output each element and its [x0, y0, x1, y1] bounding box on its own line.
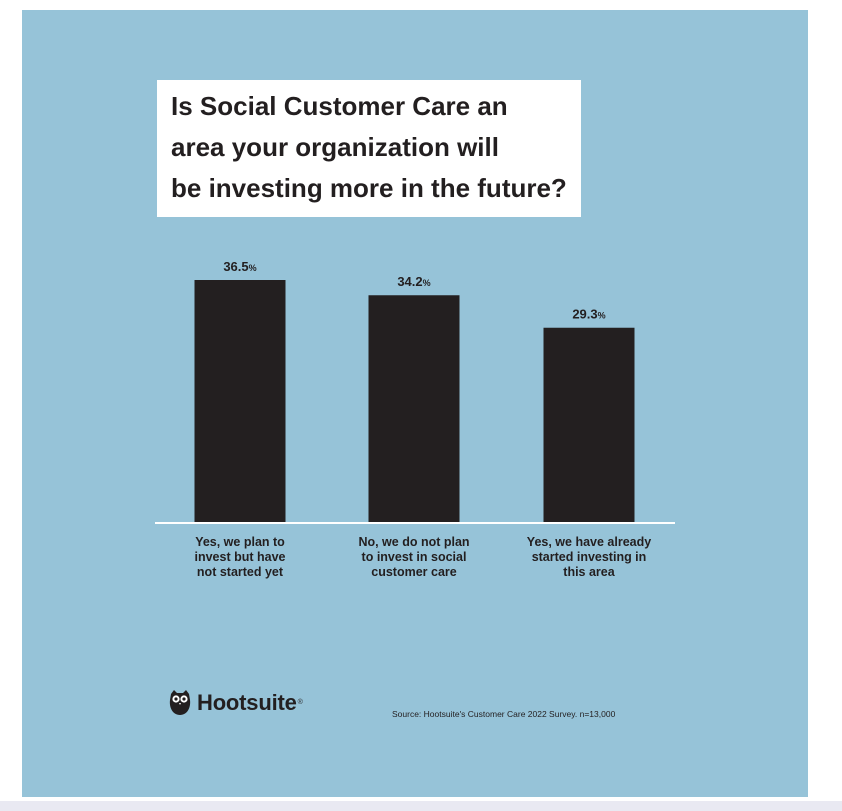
bar-3: [543, 327, 635, 522]
category-label-line: started investing in: [531, 550, 647, 564]
bar-1: [194, 280, 286, 522]
logo-registered-mark: ®: [297, 698, 303, 706]
hootsuite-logo: Hootsuite ®: [168, 690, 303, 716]
source-note: Source: Hootsuite's Customer Care 2022 S…: [392, 709, 616, 719]
chart-title-line-3: be investing more in the future?: [171, 173, 567, 203]
category-label-line: not started yet: [196, 565, 284, 579]
category-label-line: customer care: [371, 565, 457, 579]
category-label-line: No, we do not plan: [358, 535, 470, 549]
chart-title-line-1: Is Social Customer Care an: [171, 91, 508, 121]
category-label-line: invest but have: [194, 550, 286, 564]
category-label-line: Yes, we plan to: [195, 535, 285, 549]
bottom-strip: [0, 801, 842, 811]
value-label-3: 29.3%: [572, 307, 605, 322]
bar-2: [368, 295, 460, 522]
owl-icon: [169, 690, 191, 715]
category-label-line: this area: [563, 565, 615, 579]
category-label-3: Yes, we have already started investing in…: [514, 535, 664, 580]
category-label-line: Yes, we have already: [526, 535, 652, 549]
category-label-1: Yes, we plan to invest but have not starte…: [165, 535, 315, 580]
logo-text: Hootsuite: [197, 690, 297, 715]
category-label-2: No, we do not plan to invest in social cus…: [339, 535, 489, 580]
chart-title: Is Social Customer Care an area your org…: [157, 80, 581, 217]
value-label-2: 34.2%: [397, 274, 430, 289]
chart-title-line-2: area your organization will: [171, 132, 499, 162]
category-label-line: to invest in social: [361, 550, 467, 564]
value-label-1: 36.5%: [223, 259, 256, 274]
